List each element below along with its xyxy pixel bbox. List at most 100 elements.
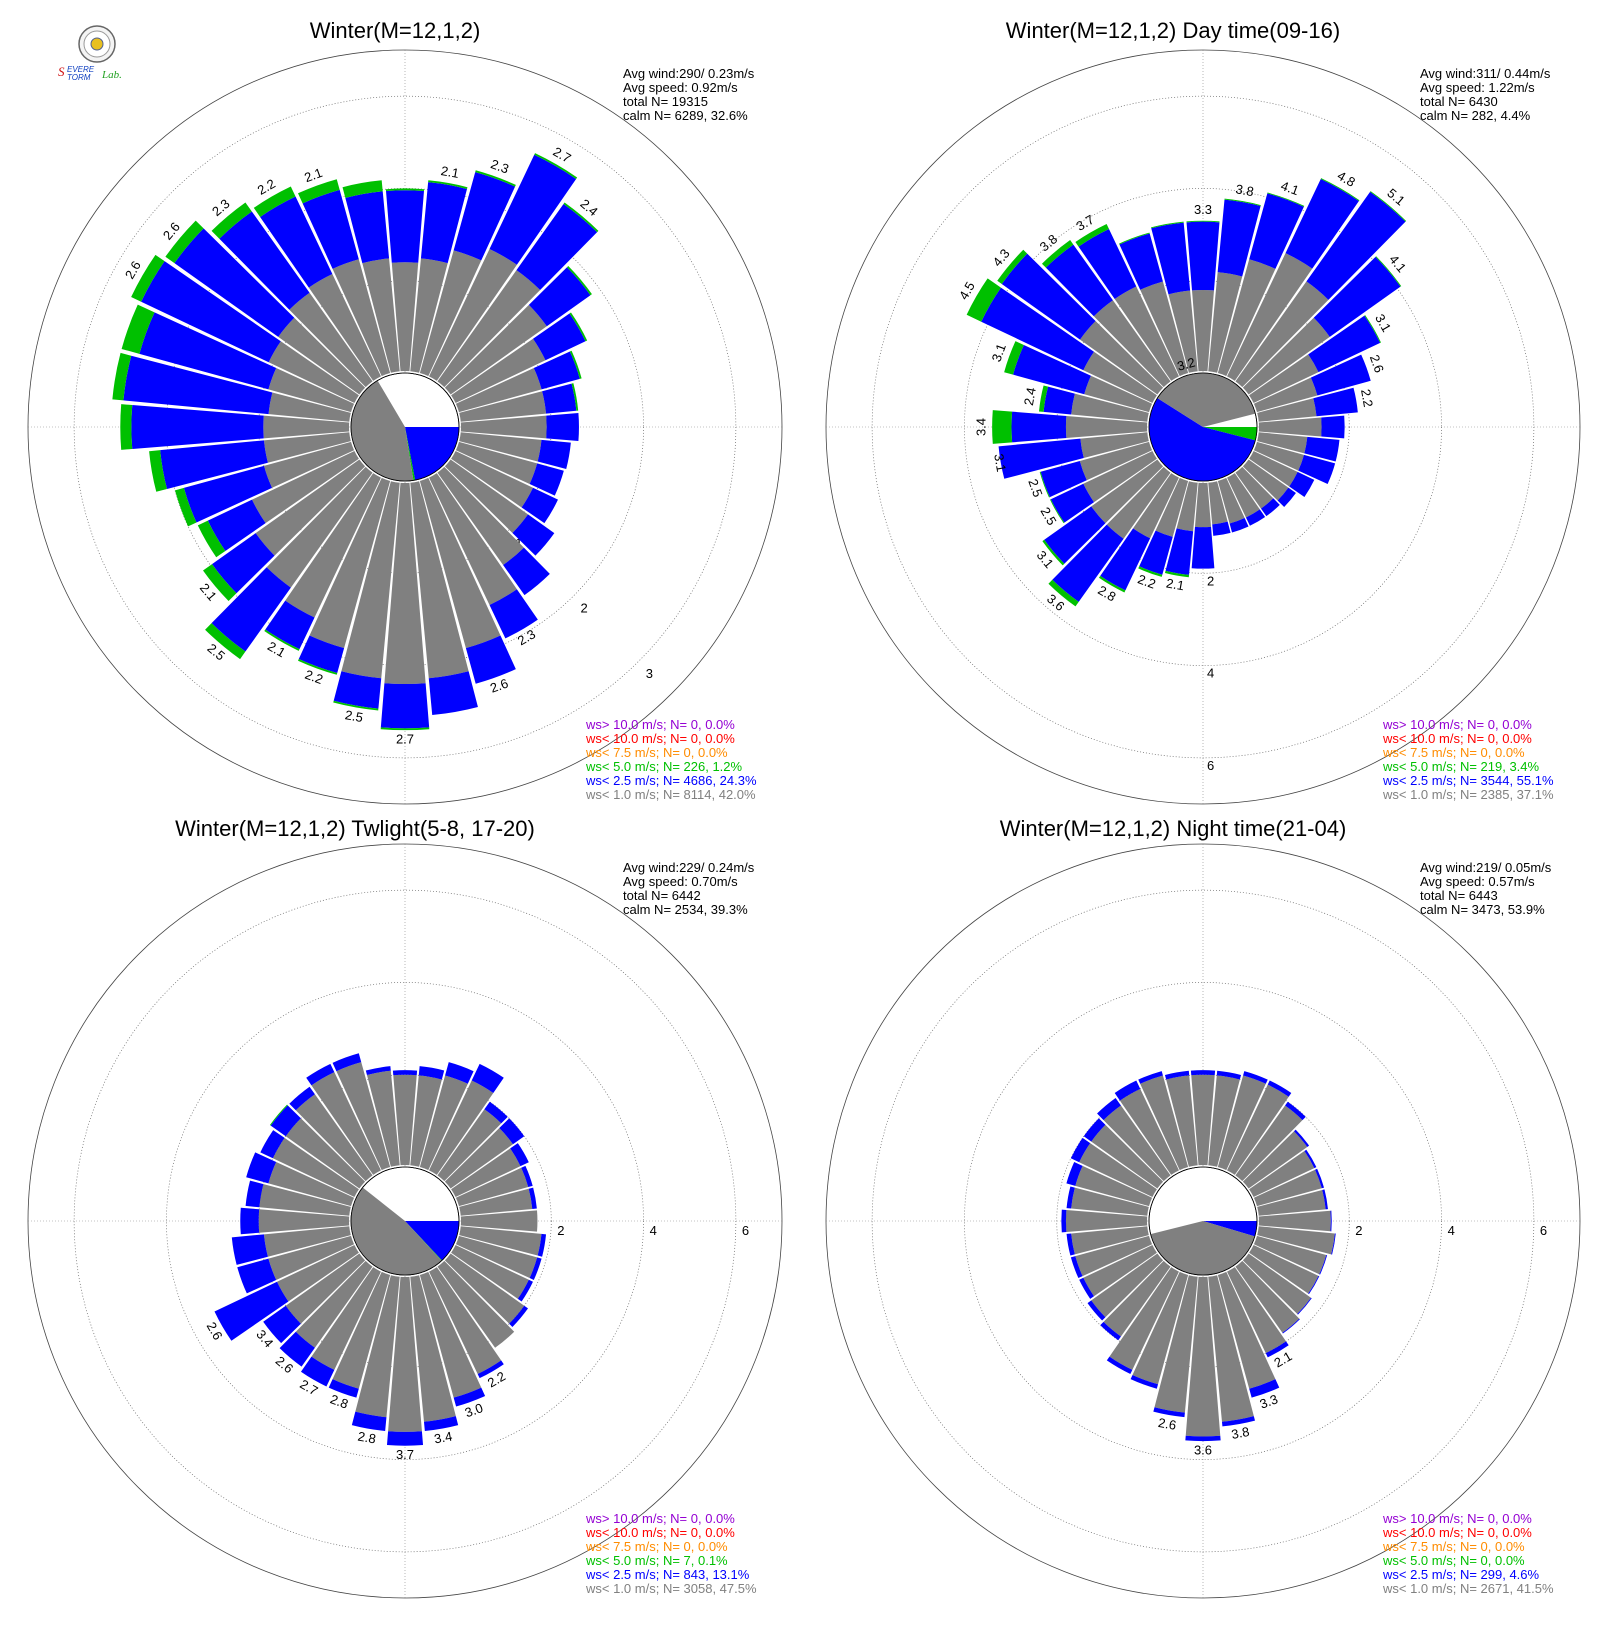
bar-segment-lt1 — [459, 1188, 533, 1216]
bar-segment-lt5 — [333, 700, 379, 711]
bar-segment-lt2_5 — [245, 1180, 264, 1208]
speed-ring — [871, 95, 1535, 759]
bar-segment-lt5 — [385, 188, 425, 192]
bar-segment-lt1 — [437, 1260, 515, 1348]
bar-segment-lt2_5 — [1313, 256, 1401, 337]
bar-segment-lt2_5 — [298, 635, 345, 674]
bar-segment-lt1 — [263, 441, 355, 488]
bar-segment-lt2_5 — [1045, 244, 1113, 317]
bar-segment-lt2_5 — [1322, 1189, 1328, 1210]
bar-value-label: 2.1 — [1165, 575, 1185, 593]
bar-segment-lt5 — [264, 629, 300, 651]
legend-entry: ws< 7.5 m/s; N= 0, 0.0% — [1382, 745, 1525, 760]
ring-label: 2 — [1207, 573, 1214, 588]
bar-segment-lt5 — [1098, 575, 1126, 593]
bar-segment-lt2_5 — [546, 413, 579, 441]
bar-value-label: 2.5 — [1025, 477, 1045, 499]
calm-pie-slice — [405, 427, 416, 481]
legend-entry: ws< 1.0 m/s; N= 8114, 42.0% — [585, 787, 756, 802]
bar-segment-lt1 — [1217, 1271, 1276, 1389]
svg-text:S: S — [58, 64, 65, 79]
bar-segment-lt2_5 — [160, 440, 268, 489]
stat-line: Avg wind:229/ 0.24m/s — [623, 860, 755, 875]
legend-entry: ws< 2.5 m/s; N= 4686, 24.3% — [585, 773, 757, 788]
bar-segment-lt2_5 — [453, 1387, 486, 1407]
legend-entry: ws> 10.0 m/s; N= 0, 0.0% — [1382, 1511, 1532, 1526]
bar-segment-lt2_5 — [174, 228, 295, 337]
bar-segment-lt1 — [1242, 317, 1330, 395]
stat-line: calm N= 6289, 32.6% — [623, 108, 748, 123]
bar-segment-lt1 — [1258, 1210, 1331, 1232]
bar-segment-lt2_5 — [1011, 411, 1067, 443]
bar-segment-lt2_5 — [423, 1416, 459, 1431]
bar-segment-lt1 — [295, 1260, 373, 1348]
bar-value-label: 2.4 — [1021, 386, 1039, 406]
bar-segment-lt5 — [1375, 256, 1402, 287]
bar-segment-lt2_5 — [1119, 233, 1163, 290]
bar-segment-lt2_5 — [1066, 1233, 1075, 1256]
bar-segment-lt1 — [1065, 416, 1148, 438]
bar-segment-lt5 — [1038, 385, 1049, 412]
bar-value-label: 2.2 — [1358, 388, 1376, 408]
bar-value-label: 3.2 — [1175, 355, 1196, 374]
calm-circle-outline — [1148, 372, 1258, 482]
bar-segment-lt1 — [451, 1148, 521, 1197]
bar-segment-lt1 — [1249, 1151, 1315, 1197]
bar-segment-lt2_5 — [1083, 1118, 1106, 1142]
bar-segment-lt2_5 — [265, 600, 315, 650]
bar-segment-lt1 — [263, 415, 350, 439]
bar-segment-lt1 — [1166, 1075, 1198, 1167]
bar-segment-lt2_5 — [533, 351, 580, 390]
stat-line: calm N= 2534, 39.3% — [623, 902, 748, 917]
bar-segment-lt2_5 — [1308, 1275, 1320, 1295]
bar-segment-lt1 — [1235, 281, 1329, 388]
bar-segment-lt5 — [1119, 232, 1150, 245]
legend-entry: ws< 1.0 m/s; N= 3058, 47.5% — [585, 1581, 757, 1596]
bar-value-label: 3.3 — [1194, 202, 1212, 217]
bar-segment-lt2_5 — [1114, 1080, 1141, 1101]
legend-entry: ws< 5.0 m/s; N= 219, 3.4% — [1382, 759, 1540, 774]
bar-segment-lt1 — [1258, 417, 1322, 437]
bar-segment-lt5 — [121, 304, 155, 354]
bar-segment-lt1 — [1093, 300, 1171, 388]
bar-segment-lt2_5 — [302, 189, 359, 269]
bar-segment-lt1 — [1140, 1075, 1189, 1171]
bar-segment-lt5 — [1151, 221, 1184, 229]
bar-segment-lt2_5 — [503, 547, 550, 596]
bar-segment-lt2_5 — [1078, 228, 1137, 299]
bar-segment-lt2_5 — [1061, 1209, 1067, 1233]
bar-segment-lt2_5 — [1052, 524, 1124, 602]
bar-segment-lt2_5 — [1185, 1435, 1221, 1442]
bar-segment-lt2_5 — [537, 1233, 547, 1257]
bar-segment-lt2_5 — [453, 172, 516, 261]
bar-segment-lt1 — [285, 1118, 366, 1189]
bar-segment-lt2_5 — [1079, 1277, 1094, 1299]
legend-entry: ws< 2.5 m/s; N= 843, 13.1% — [585, 1567, 750, 1582]
bar-segment-lt2_5 — [521, 1165, 533, 1188]
bar-segment-lt2_5 — [1245, 509, 1266, 526]
bar-segment-lt1 — [1227, 253, 1313, 381]
bar-segment-lt1 — [1253, 1235, 1327, 1275]
bar-segment-lt1 — [266, 466, 373, 588]
bar-segment-lt1 — [1217, 477, 1245, 524]
ring-label: 4 — [1448, 1223, 1455, 1238]
bar-segment-lt2_5 — [270, 1105, 301, 1137]
bar-segment-lt2_5 — [998, 438, 1084, 479]
bar-segment-lt5 — [571, 383, 579, 411]
bar-segment-lt1 — [1065, 1210, 1148, 1232]
bar-segment-lt2_5 — [1330, 1210, 1332, 1232]
bar-segment-lt5 — [298, 659, 338, 675]
bar-segment-lt2_5 — [418, 1066, 445, 1080]
bar-segment-lt1 — [263, 1226, 351, 1257]
bar-segment-lt2_5 — [263, 1305, 301, 1344]
stat-line: Avg wind:219/ 0.05m/s — [1420, 860, 1552, 875]
ring-label: 3 — [646, 666, 653, 681]
stat-line: Avg speed: 0.70m/s — [623, 874, 738, 889]
bar-segment-lt1 — [259, 1184, 351, 1216]
calm-circle-outline — [1148, 1166, 1258, 1276]
bar-segment-lt1 — [1227, 1084, 1289, 1175]
bar-segment-lt5 — [1050, 499, 1065, 524]
calm-circle-outline — [350, 1166, 460, 1276]
bar-segment-lt5 — [174, 487, 197, 527]
